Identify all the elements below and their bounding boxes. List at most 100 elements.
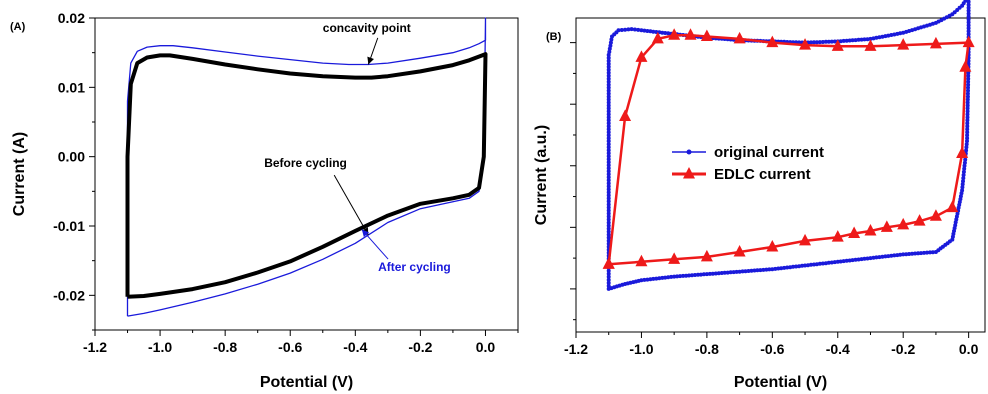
data-point	[809, 40, 813, 45]
data-point	[862, 256, 867, 261]
data-point	[606, 76, 611, 81]
x-axis-title: Potential (V)	[260, 374, 353, 391]
data-point	[668, 28, 681, 40]
x-tick-label: -0.8	[695, 341, 719, 357]
data-point	[606, 178, 611, 183]
data-point	[606, 238, 611, 243]
data-point	[773, 266, 778, 271]
data-point	[853, 257, 858, 262]
data-point	[814, 40, 819, 45]
data-point	[886, 254, 891, 259]
series-line-before-cycling	[125, 52, 488, 299]
data-point	[696, 272, 700, 277]
data-point	[663, 31, 668, 35]
data-point	[913, 214, 926, 226]
data-point	[684, 28, 697, 40]
data-point	[716, 271, 721, 276]
data-point	[749, 268, 754, 273]
data-point	[608, 40, 613, 45]
data-point	[916, 251, 921, 256]
data-point	[710, 271, 715, 276]
x-tick-label: -0.2	[891, 341, 915, 357]
data-point	[701, 272, 706, 277]
data-point	[847, 258, 852, 263]
data-point	[766, 240, 779, 252]
data-point	[844, 258, 849, 263]
data-point	[672, 274, 677, 279]
data-point	[766, 35, 779, 48]
data-point	[965, 118, 970, 123]
data-point	[606, 127, 611, 132]
data-point	[960, 185, 965, 190]
data-point	[966, 79, 971, 84]
data-point	[965, 94, 970, 99]
data-point	[609, 286, 614, 291]
data-point	[606, 148, 611, 153]
annotation-text: Before cycling	[264, 156, 347, 170]
data-point	[961, 179, 965, 184]
data-point	[965, 106, 970, 111]
data-point	[606, 172, 611, 177]
data-point	[606, 70, 611, 75]
data-point	[848, 226, 861, 238]
data-point	[871, 255, 876, 260]
data-point	[606, 214, 611, 219]
plot-frame	[94, 17, 519, 331]
y-tick-label: -0.02	[53, 287, 85, 303]
data-point	[606, 91, 611, 96]
data-point	[713, 271, 718, 276]
data-point	[642, 28, 647, 33]
data-point	[636, 27, 641, 32]
data-point	[864, 224, 877, 236]
data-point	[606, 193, 611, 198]
data-point	[799, 233, 812, 246]
data-point	[606, 277, 611, 282]
data-point	[832, 39, 837, 44]
data-point	[929, 36, 942, 49]
data-point	[847, 38, 852, 43]
data-point	[609, 37, 614, 42]
data-point	[961, 173, 966, 177]
data-point	[767, 267, 772, 272]
data-point	[901, 30, 906, 35]
data-point	[666, 275, 671, 280]
data-point	[910, 251, 915, 256]
data-point	[606, 112, 611, 117]
x-tick-label: -0.8	[213, 339, 237, 355]
data-point	[919, 25, 923, 30]
data-point	[761, 267, 766, 272]
data-point	[925, 23, 929, 28]
data-point	[607, 46, 612, 51]
data-point	[895, 253, 900, 258]
data-point	[606, 187, 611, 192]
data-point	[690, 273, 694, 278]
data-point	[668, 252, 681, 264]
data-point	[606, 229, 611, 234]
data-point	[606, 52, 611, 57]
data-point	[964, 145, 969, 150]
data-point	[892, 32, 897, 37]
data-point	[722, 270, 727, 275]
data-point	[606, 97, 611, 102]
data-point	[606, 85, 611, 90]
data-point	[616, 28, 621, 33]
y-tick-label: 0.01	[58, 79, 85, 95]
plot-frame	[575, 17, 986, 333]
data-point	[788, 265, 793, 270]
data-point	[746, 269, 751, 273]
data-point	[606, 274, 611, 279]
data-point	[829, 260, 834, 265]
data-point	[606, 280, 611, 285]
data-point	[606, 196, 611, 201]
legend-marker	[683, 167, 695, 179]
data-point	[838, 259, 843, 264]
data-point	[933, 250, 938, 254]
data-point	[663, 275, 668, 280]
data-point	[666, 31, 671, 36]
data-point	[606, 268, 611, 273]
data-point	[814, 262, 819, 267]
data-point	[606, 154, 611, 159]
data-point	[606, 190, 611, 195]
data-point	[606, 199, 611, 204]
data-point	[606, 181, 611, 186]
